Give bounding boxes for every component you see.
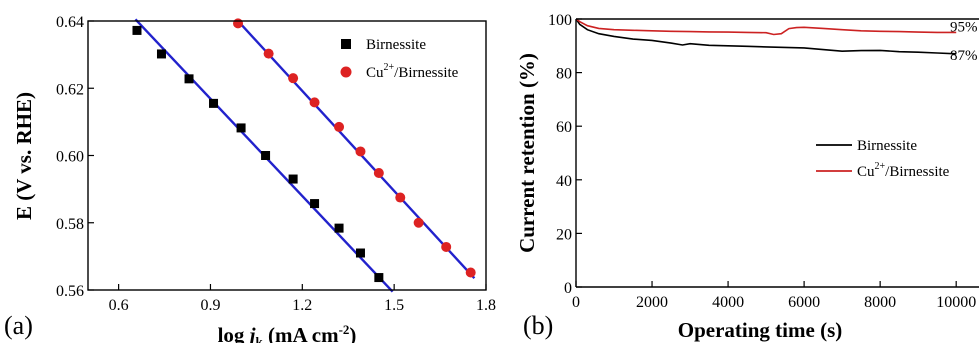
legend-marker-cu-birnessite [340, 66, 352, 78]
panel-a-ticks: 0.6 0.9 1.2 1.5 1.8 0.56 0.58 0.60 0.62 0.64 [56, 14, 496, 314]
legend-marker-birnessite [341, 39, 351, 49]
y-tick-label: 100 [548, 12, 572, 29]
panel-b-y-axis-label: Current retention (%) [515, 53, 539, 253]
panel-b-axes [575, 18, 979, 288]
data-point-birnessite [310, 199, 320, 209]
x-tick-label: 1.5 [384, 297, 404, 314]
panel-a-series-layer [132, 18, 476, 293]
x-tick-label: 2000 [636, 294, 668, 311]
end-label-cu-birnessite: 95% [950, 19, 978, 35]
data-point-birnessite [209, 98, 219, 108]
panel-b-legend: Birnessite Cu2+/Birnessite [816, 138, 950, 180]
data-point-cu-birnessite [373, 167, 384, 178]
y-tick-label: 0.56 [56, 283, 84, 300]
data-point-cu-birnessite [233, 18, 244, 29]
data-point-cu-birnessite [309, 97, 320, 108]
x-tick-label: 8000 [864, 294, 896, 311]
panel-a-label: (a) [4, 311, 33, 340]
y-tick-label: 20 [556, 226, 572, 243]
panel-b-label: (b) [523, 311, 553, 340]
panel-a-legend: Birnessite Cu2+/Birnessite [340, 37, 459, 81]
panel-b-x-axis-label: Operating time (s) [678, 318, 842, 342]
end-label-birnessite: 87% [950, 48, 978, 64]
y-tick-label: 0.60 [56, 149, 84, 166]
data-point-cu-birnessite [413, 217, 424, 228]
legend-label-birnessite: Birnessite [857, 138, 917, 154]
x-tick-label: 10000 [936, 294, 976, 311]
data-point-birnessite [288, 174, 298, 184]
panel-a: 0.6 0.9 1.2 1.5 1.8 0.56 0.58 0.60 0.62 0.64 Birn… [4, 14, 496, 343]
panel-a-plot-frame [87, 20, 487, 291]
data-point-birnessite [355, 248, 365, 258]
x-tick-label: 0.6 [109, 297, 129, 314]
x-tick-label: 4000 [712, 294, 744, 311]
data-point-cu-birnessite [395, 192, 406, 203]
y-tick-label: 0.64 [56, 14, 84, 31]
series-line-cu-birnessite [575, 18, 957, 36]
panel-a-y-axis-label: E (V vs. RHE) [12, 92, 36, 220]
data-point-cu-birnessite [288, 73, 299, 84]
data-point-cu-birnessite [465, 267, 476, 278]
data-point-birnessite [261, 151, 271, 160]
panel-a-x-axis-label: log jk (mA cm-2) [218, 322, 357, 343]
data-point-birnessite [334, 223, 344, 233]
data-point-cu-birnessite [263, 48, 274, 59]
y-tick-label: 0 [564, 280, 572, 297]
data-point-birnessite [156, 49, 166, 59]
y-tick-label: 0.62 [56, 81, 84, 98]
data-point-birnessite [374, 273, 384, 283]
y-tick-label: 60 [556, 119, 572, 136]
fit-line-cu-birnessite [235, 18, 476, 280]
data-point-cu-birnessite [441, 241, 452, 252]
data-point-birnessite [236, 123, 246, 133]
x-tick-label: 6000 [788, 294, 820, 311]
data-point-birnessite [132, 25, 142, 35]
panel-b: 0 2000 4000 6000 8000 10000 0 20 40 60 80 100 Birne… [515, 12, 979, 342]
panel-b-ticks: 0 2000 4000 6000 8000 10000 0 20 40 60 80 100 [548, 12, 976, 311]
y-tick-label: 80 [556, 66, 572, 83]
legend-label-cu-birnessite: Cu2+/Birnessite [366, 62, 459, 81]
data-point-birnessite [184, 74, 194, 84]
panel-b-series-layer [575, 18, 957, 55]
legend-label-birnessite: Birnessite [366, 37, 426, 53]
series-line-birnessite [575, 18, 957, 55]
y-tick-label: 0.58 [56, 216, 84, 233]
x-tick-label: 1.2 [292, 297, 312, 314]
panel-b-end-labels: 87% 95% [950, 19, 978, 63]
legend-label-cu-birnessite: Cu2+/Birnessite [857, 161, 950, 180]
data-point-cu-birnessite [355, 146, 366, 157]
x-tick-label: 0 [572, 294, 580, 311]
x-tick-label: 0.9 [200, 297, 220, 314]
data-point-cu-birnessite [334, 121, 345, 132]
x-tick-label: 1.8 [476, 297, 496, 314]
y-tick-label: 40 [556, 173, 572, 190]
